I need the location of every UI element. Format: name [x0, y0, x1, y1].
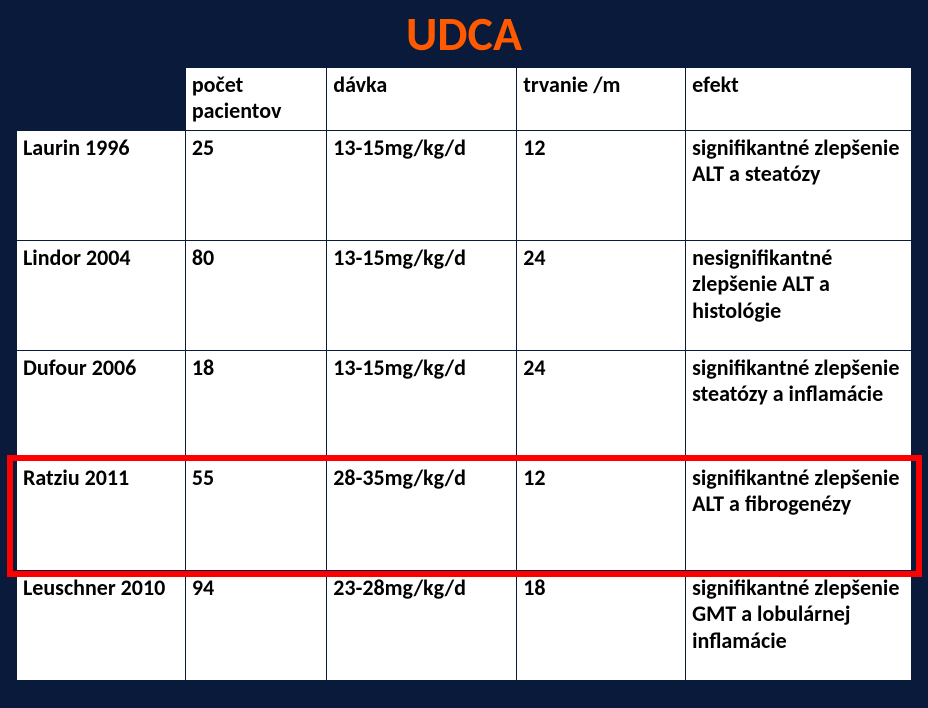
table-row: Ratziu 2011 55 28-35mg/kg/d 12 signifika… — [17, 461, 912, 571]
table-cell: Lindor 2004 — [17, 241, 186, 351]
table-container: počet pacientov dávka trvanie /m efekt L… — [16, 67, 912, 681]
table-cell: Dufour 2006 — [17, 351, 186, 461]
table-cell: 13-15mg/kg/d — [327, 131, 517, 241]
udca-table: počet pacientov dávka trvanie /m efekt L… — [16, 67, 912, 681]
table-cell: signifikantné zlepšenie GMT a lobulárnej… — [686, 571, 912, 681]
table-cell: 13-15mg/kg/d — [327, 351, 517, 461]
table-cell: 18 — [517, 571, 686, 681]
table-cell: 80 — [185, 241, 326, 351]
table-cell: signifikantné zlepšenie steatózy a infla… — [686, 351, 912, 461]
table-header-cell: počet pacientov — [185, 68, 326, 131]
slide-title: UDCA — [0, 0, 928, 67]
table-cell: nesignifikantné zlepšenie ALT a histológ… — [686, 241, 912, 351]
table-header-cell: dávka — [327, 68, 517, 131]
table-cell: 23-28mg/kg/d — [327, 571, 517, 681]
table-row: Dufour 2006 18 13-15mg/kg/d 24 signifika… — [17, 351, 912, 461]
table-cell: Ratziu 2011 — [17, 461, 186, 571]
table-cell: 24 — [517, 241, 686, 351]
table-row: Leuschner 2010 94 23-28mg/kg/d 18 signif… — [17, 571, 912, 681]
table-cell: 94 — [185, 571, 326, 681]
table-header-row: počet pacientov dávka trvanie /m efekt — [17, 68, 912, 131]
table-row: Laurin 1996 25 13-15mg/kg/d 12 signifika… — [17, 131, 912, 241]
table-header-cell: trvanie /m — [517, 68, 686, 131]
table-cell: Laurin 1996 — [17, 131, 186, 241]
table-cell: signifikantné zlepšenie ALT a steatózy — [686, 131, 912, 241]
table-row: Lindor 2004 80 13-15mg/kg/d 24 nesignifi… — [17, 241, 912, 351]
table-cell: 25 — [185, 131, 326, 241]
slide: UDCA počet pacientov dávka trvanie /m ef… — [0, 0, 928, 708]
table-cell: 13-15mg/kg/d — [327, 241, 517, 351]
table-cell: 12 — [517, 461, 686, 571]
table-header-cell — [17, 68, 186, 131]
table-cell: 12 — [517, 131, 686, 241]
table-cell: signifikantné zlepšenie ALT a fibrogenéz… — [686, 461, 912, 571]
table-cell: Leuschner 2010 — [17, 571, 186, 681]
table-header-cell: efekt — [686, 68, 912, 131]
table-cell: 18 — [185, 351, 326, 461]
table-cell: 55 — [185, 461, 326, 571]
table-cell: 28-35mg/kg/d — [327, 461, 517, 571]
table-cell: 24 — [517, 351, 686, 461]
